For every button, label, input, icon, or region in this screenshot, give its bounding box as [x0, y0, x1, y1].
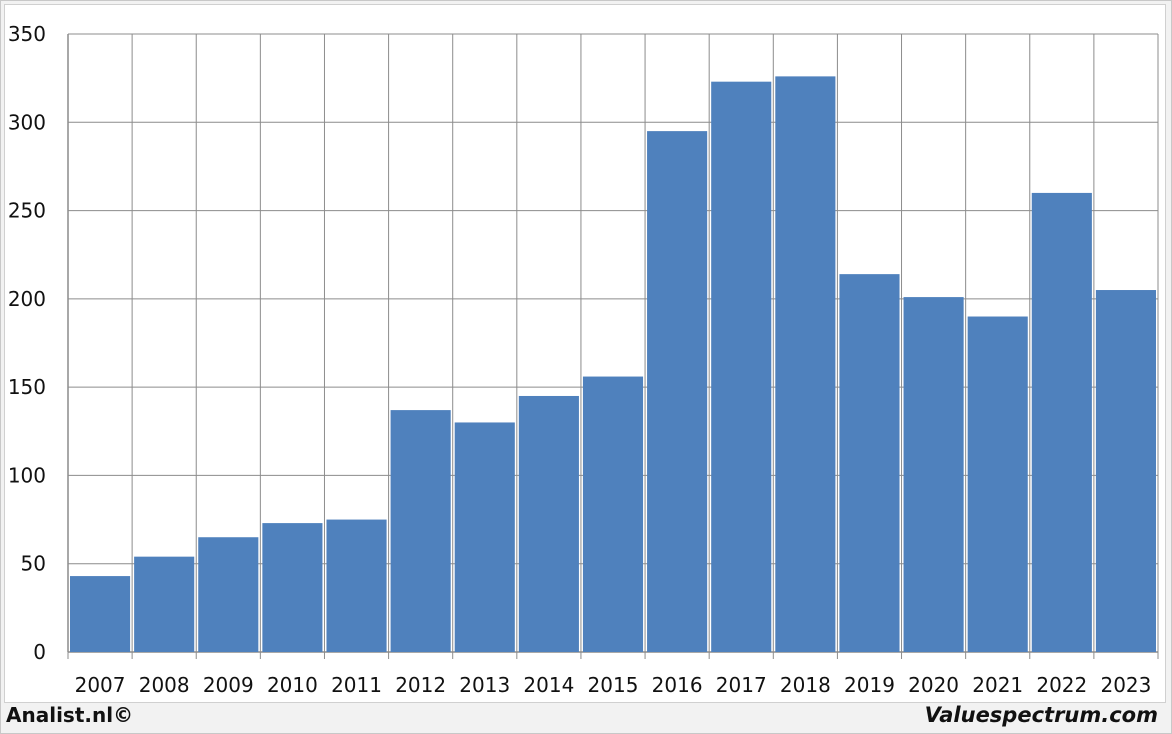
bar: [903, 297, 964, 652]
bar: [454, 422, 515, 652]
bar: [262, 523, 323, 652]
y-tick-label: 50: [21, 552, 46, 576]
y-tick-label: 200: [8, 287, 46, 311]
x-tick-label: 2023: [1100, 673, 1151, 697]
y-tick-label: 350: [8, 22, 46, 46]
x-tick-label: 2010: [267, 673, 318, 697]
x-tick-label: 2020: [908, 673, 959, 697]
y-tick-label: 150: [8, 375, 46, 399]
x-tick-label: 2007: [75, 673, 126, 697]
x-tick-label: 2016: [652, 673, 703, 697]
bar: [1095, 290, 1156, 652]
bar: [582, 376, 644, 652]
source-label-right: Valuespectrum.com: [924, 703, 1158, 727]
x-tick-label: 2019: [844, 673, 895, 697]
x-tick-label: 2015: [588, 673, 639, 697]
y-tick-label: 300: [8, 110, 46, 134]
x-tick-label: 2012: [395, 673, 446, 697]
bar: [390, 410, 451, 652]
bar: [518, 395, 579, 652]
x-tick-label: 2009: [203, 673, 254, 697]
bar: [70, 576, 131, 652]
y-tick-label: 0: [33, 640, 46, 664]
x-tick-label: 2018: [780, 673, 831, 697]
x-tick-label: 2021: [972, 673, 1023, 697]
bar: [1031, 192, 1092, 652]
bar: [647, 131, 708, 653]
x-tick-label: 2013: [459, 673, 510, 697]
x-tick-label: 2017: [716, 673, 767, 697]
y-tick-label: 250: [8, 199, 46, 223]
source-label-left: Analist.nl©: [6, 703, 134, 727]
x-tick-label: 2011: [331, 673, 382, 697]
bar: [967, 316, 1028, 652]
bar: [198, 537, 259, 652]
bar: [326, 519, 387, 652]
x-tick-label: 2008: [139, 673, 190, 697]
bar: [134, 556, 195, 652]
x-tick-label: 2014: [523, 673, 574, 697]
bar: [839, 274, 900, 652]
bar: [711, 81, 772, 652]
bar: [775, 76, 836, 653]
x-tick-label: 2022: [1036, 673, 1087, 697]
y-tick-label: 100: [8, 463, 46, 487]
